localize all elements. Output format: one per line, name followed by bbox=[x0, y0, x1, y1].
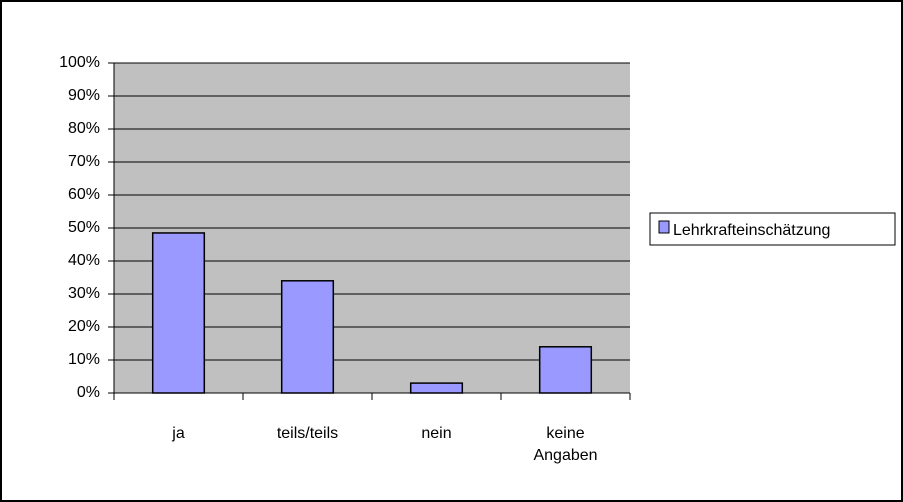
y-tick-label: 0% bbox=[77, 384, 100, 401]
y-tick-label: 90% bbox=[68, 87, 100, 104]
y-tick-label: 50% bbox=[68, 219, 100, 236]
x-tick-label: ja bbox=[172, 425, 185, 442]
bar bbox=[538, 346, 593, 394]
bar bbox=[280, 280, 335, 394]
y-tick-label: 70% bbox=[68, 153, 100, 170]
x-tick-label: keine Angaben bbox=[533, 425, 598, 464]
bar bbox=[151, 232, 206, 394]
y-tick-label: 10% bbox=[68, 351, 100, 368]
y-tick-label: 80% bbox=[68, 120, 100, 137]
y-tick-label: 20% bbox=[68, 318, 100, 335]
legend-box bbox=[649, 212, 896, 246]
legend-swatch bbox=[658, 220, 670, 234]
y-tick-label: 40% bbox=[68, 252, 100, 269]
y-tick-label: 60% bbox=[68, 186, 100, 203]
bar bbox=[409, 382, 464, 394]
y-tick-label: 100% bbox=[59, 54, 100, 71]
x-tick-label: nein bbox=[421, 425, 452, 442]
legend-label: Lehrkrafteinschätzung bbox=[673, 222, 830, 239]
x-tick-label: teils/teils bbox=[276, 425, 339, 442]
y-tick-label: 30% bbox=[68, 285, 100, 302]
